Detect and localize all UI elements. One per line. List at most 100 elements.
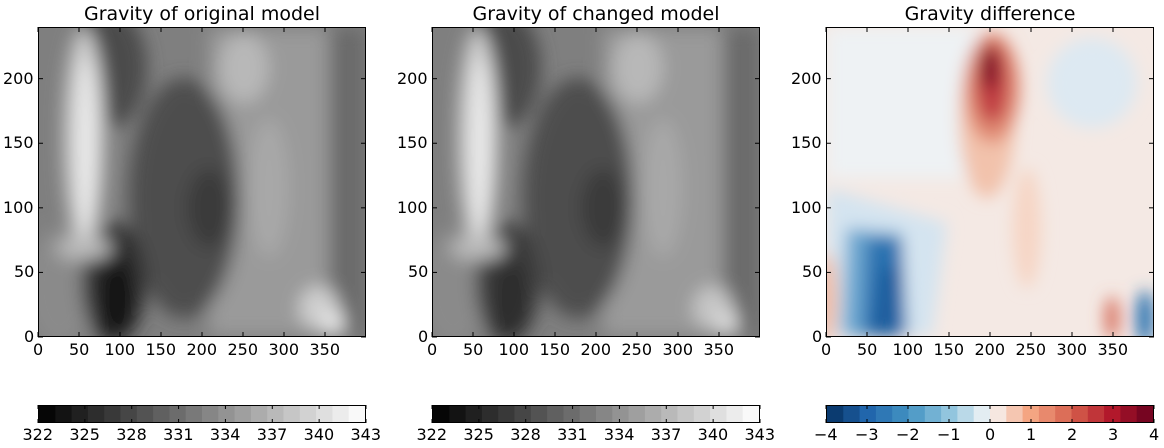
colorbar-segment — [563, 406, 581, 422]
y-tick-label: 200 — [791, 68, 822, 88]
colorbar-original-svg — [39, 406, 365, 422]
colorbar-segment — [644, 406, 662, 422]
colorbar-segment — [234, 406, 252, 422]
x-tick-label: 0 — [427, 340, 438, 359]
colorbar-segment — [924, 406, 942, 422]
colorbar-difference-svg — [827, 406, 1153, 422]
colorbar-changed-svg — [433, 406, 759, 422]
colorbar-segment — [136, 406, 154, 422]
x-tick-label: 250 — [227, 340, 259, 359]
colorbar-segment — [169, 406, 187, 422]
colorbar-segment — [908, 406, 926, 422]
colorbar-tick-label: 331 — [557, 425, 588, 444]
x-tick-label: 200 — [580, 340, 612, 359]
colorbar-segment — [316, 406, 333, 422]
colorbar-segment — [39, 406, 56, 422]
y-tick-label: 50 — [802, 262, 823, 282]
colorbar-segment — [185, 406, 203, 422]
colorbar-tick-label: 334 — [603, 425, 635, 444]
colorbar-segment — [120, 406, 138, 422]
colorbar-tick-label: 0 — [985, 425, 996, 444]
y-tick-label: 100 — [791, 197, 822, 217]
heatmap-changed — [432, 27, 760, 337]
x-tick-label: 100 — [104, 340, 136, 359]
colorbar-segment — [726, 406, 744, 422]
colorbar-segment — [1071, 406, 1089, 422]
heatmap-difference-svg — [827, 28, 1153, 336]
colorbar-segment — [859, 406, 877, 422]
colorbar-tick-label: −4 — [814, 425, 838, 444]
colorbar-segment — [827, 406, 844, 422]
colorbar-difference — [826, 405, 1154, 423]
colorbar-tick-label: 325 — [463, 425, 494, 444]
colorbar-segment — [843, 406, 861, 422]
colorbar-tick-label: −3 — [855, 425, 879, 444]
x-tick-label: 350 — [1097, 340, 1129, 359]
colorbar-segment — [1120, 406, 1138, 422]
colorbar-tick-label: −2 — [896, 425, 920, 444]
colorbar-segment — [104, 406, 121, 422]
colorbar-segment — [742, 406, 759, 422]
y-tick-label: 150 — [397, 133, 428, 153]
colorbar-segment — [693, 406, 711, 422]
colorbar-segment — [875, 406, 893, 422]
x-tick-label: 50 — [463, 340, 484, 359]
y-tick-label: 0 — [418, 327, 429, 346]
y-tick-label: 50 — [408, 262, 429, 282]
colorbar-segment — [202, 406, 219, 422]
colorbar-original — [38, 405, 366, 423]
colorbar-segment — [661, 406, 678, 422]
y-tick-label: 150 — [791, 133, 822, 153]
colorbar-segment — [612, 406, 630, 422]
colorbar-segment — [498, 406, 515, 422]
colorbar-segment — [1087, 406, 1105, 422]
colorbar-segment — [710, 406, 727, 422]
colorbar-segment — [628, 406, 646, 422]
y-tick-label: 100 — [3, 197, 34, 217]
colorbar-segment — [1006, 406, 1024, 422]
y-tick-label: 200 — [3, 68, 34, 88]
x-tick-label: 350 — [309, 340, 341, 359]
colorbar-segment — [250, 406, 268, 422]
x-tick-label: 300 — [1056, 340, 1088, 359]
colorbar-segment — [1104, 406, 1121, 422]
field-shapes — [39, 28, 365, 336]
colorbar-segment — [892, 406, 909, 422]
colorbar-segment — [55, 406, 73, 422]
colorbar-segment — [677, 406, 695, 422]
y-tick-label: 50 — [14, 262, 35, 282]
colorbar-tick-label: 325 — [69, 425, 100, 444]
colorbar-segment — [1136, 406, 1153, 422]
colorbar-tick-label: 331 — [163, 425, 194, 444]
colorbar-segment — [1038, 406, 1056, 422]
colorbar-tick-label: 334 — [209, 425, 241, 444]
colorbar-tick-label: 3 — [1108, 425, 1119, 444]
panel-2-title: Gravity of changed model — [472, 3, 720, 25]
colorbar-segment — [973, 406, 991, 422]
field-shapes — [433, 28, 759, 336]
heatmap-difference — [826, 27, 1154, 337]
colorbar-tick-label: 343 — [744, 425, 776, 444]
x-tick-label: 100 — [892, 340, 924, 359]
colorbar-segment — [332, 406, 350, 422]
x-tick-label: 350 — [703, 340, 735, 359]
y-tick-label: 100 — [397, 197, 428, 217]
colorbar-segment — [449, 406, 467, 422]
colorbar-tick-label: 340 — [303, 425, 335, 444]
colorbar-segment — [547, 406, 564, 422]
colorbar-segment — [71, 406, 89, 422]
colorbar-segment — [153, 406, 170, 422]
heatmap-changed-svg — [433, 28, 759, 336]
colorbar-segment — [990, 406, 1007, 422]
colorbar-segment — [530, 406, 548, 422]
colorbar-changed — [432, 405, 760, 423]
y-tick-label: 200 — [397, 68, 428, 88]
colorbar-segment — [579, 406, 597, 422]
colorbar-tick-label: 328 — [510, 425, 541, 444]
x-tick-label: 250 — [1015, 340, 1047, 359]
heatmap-original — [38, 27, 366, 337]
colorbar-segment — [596, 406, 613, 422]
x-tick-label: 250 — [621, 340, 653, 359]
colorbar-segment — [433, 406, 450, 422]
